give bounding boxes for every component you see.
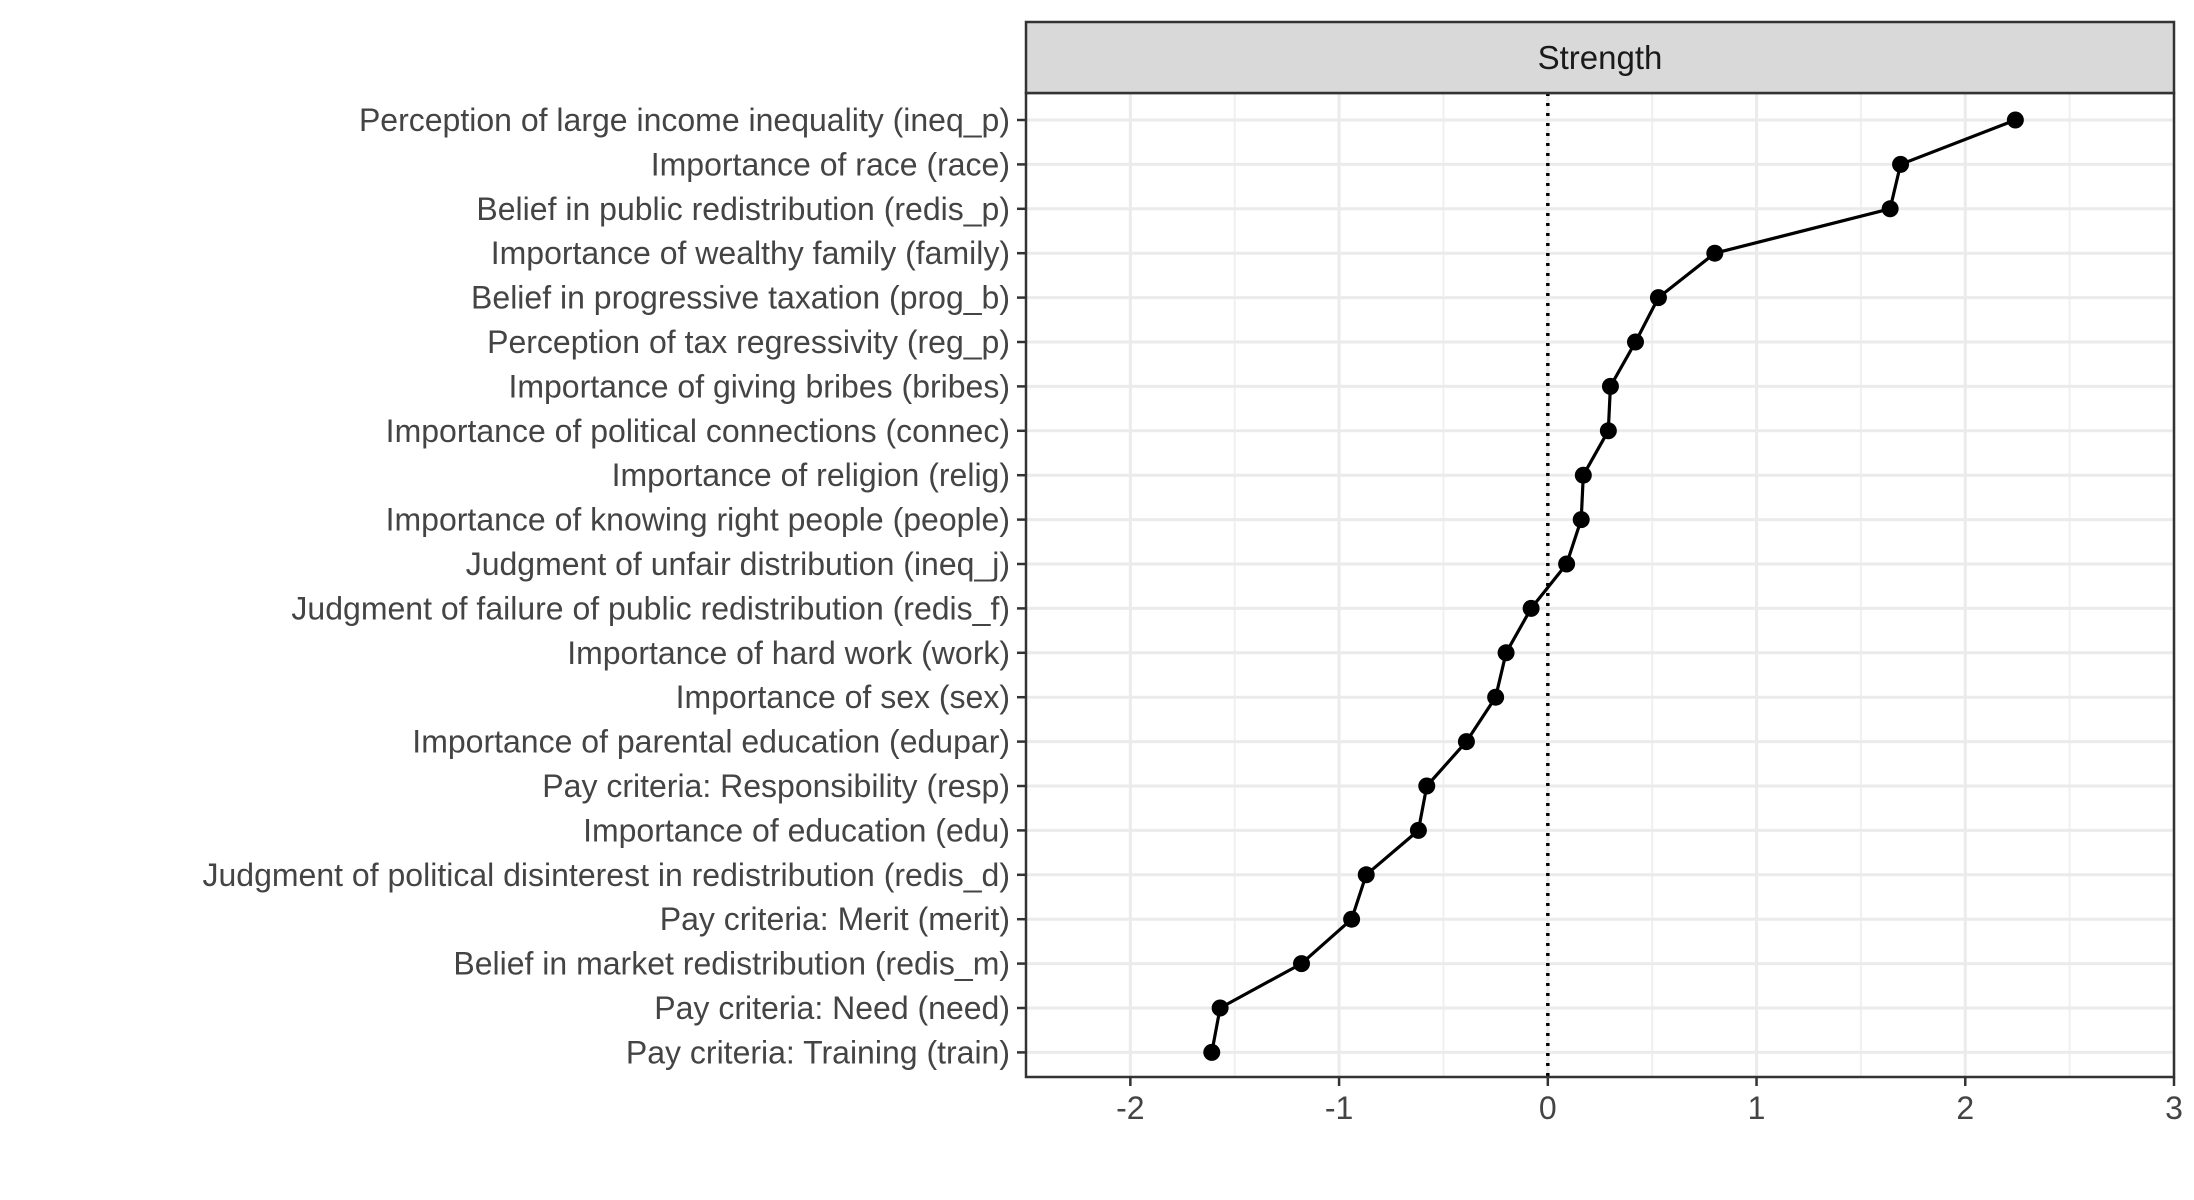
- data-point: [1601, 377, 1619, 395]
- y-axis-labels: Perception of large income inequality (i…: [203, 102, 1011, 1070]
- x-axis-labels: -2 -1 0 1 2 3: [1116, 1090, 2183, 1126]
- data-point: [1487, 688, 1505, 706]
- y-axis-label: Importance of knowing right people (peop…: [386, 502, 1010, 538]
- data-point: [1211, 999, 1229, 1017]
- data-point: [1626, 333, 1644, 351]
- data-points: [1203, 111, 2024, 1061]
- data-point: [1203, 1043, 1221, 1061]
- y-axis-label: Perception of tax regressivity (reg_p): [487, 324, 1010, 360]
- y-axis-label: Judgment of political disinterest in red…: [203, 857, 1011, 893]
- y-axis-label: Importance of giving bribes (bribes): [508, 368, 1010, 404]
- x-axis-tick-label: 0: [1539, 1090, 1557, 1126]
- y-axis-label: Importance of hard work (work): [567, 635, 1010, 671]
- y-axis-label: Importance of wealthy family (family): [491, 235, 1010, 271]
- y-axis-label: Belief in progressive taxation (prog_b): [471, 280, 1010, 316]
- y-axis-label: Pay criteria: Training (train): [626, 1034, 1010, 1070]
- y-axis-label: Perception of large income inequality (i…: [359, 102, 1010, 138]
- x-axis-tick-label: 3: [2165, 1090, 2183, 1126]
- y-axis-label: Importance of parental education (edupar…: [412, 724, 1010, 760]
- data-point: [1892, 155, 1910, 173]
- y-axis-label: Importance of race (race): [651, 146, 1010, 182]
- major-gridlines-y: [1026, 118, 2174, 1054]
- data-point: [1357, 866, 1375, 884]
- data-point: [1574, 466, 1592, 484]
- data-point: [1558, 555, 1576, 573]
- y-axis-label: Judgment of unfair distribution (ineq_j): [466, 546, 1010, 582]
- data-point: [1293, 955, 1311, 973]
- data-point: [1522, 599, 1540, 617]
- y-axis-label: Judgment of failure of public redistribu…: [291, 590, 1010, 626]
- facet-strip: Strength: [1024, 20, 2176, 95]
- y-axis-label: Importance of religion (relig): [612, 457, 1010, 493]
- data-point: [1706, 244, 1724, 262]
- data-point: [1409, 821, 1427, 839]
- y-axis-label: Pay criteria: Responsibility (resp): [542, 768, 1010, 804]
- data-point: [1457, 733, 1475, 751]
- facet-strip-background: [1024, 20, 2176, 95]
- x-axis-tick-label: -1: [1325, 1090, 1353, 1126]
- x-axis-tick-label: -2: [1116, 1090, 1144, 1126]
- y-axis-label: Importance of education (edu): [583, 812, 1010, 848]
- data-point: [1881, 200, 1899, 218]
- y-axis-ticks: [1017, 118, 1026, 1054]
- facet-strip-label: Strength: [1538, 39, 1663, 76]
- panel-background: [1026, 93, 2174, 1077]
- data-point: [2006, 111, 2024, 129]
- x-axis-ticks: [1129, 1077, 2176, 1086]
- data-point: [1649, 289, 1667, 307]
- series-line: [1210, 118, 2016, 1053]
- x-axis-tick-label: 1: [1748, 1090, 1766, 1126]
- data-point: [1418, 777, 1436, 795]
- data-point: [1599, 422, 1617, 440]
- plot-panel: [1026, 93, 2174, 1077]
- data-point: [1572, 511, 1590, 529]
- y-axis-label: Belief in public redistribution (redis_p…: [476, 191, 1010, 227]
- y-axis-label: Pay criteria: Merit (merit): [660, 901, 1010, 937]
- y-axis-label: Importance of political connections (con…: [386, 413, 1010, 449]
- y-axis-label: Importance of sex (sex): [676, 679, 1010, 715]
- data-point: [1343, 910, 1361, 928]
- y-axis-label: Belief in market redistribution (redis_m…: [453, 946, 1010, 982]
- data-point: [1497, 644, 1515, 662]
- y-axis-label: Pay criteria: Need (need): [654, 990, 1010, 1026]
- x-axis-tick-label: 2: [1956, 1090, 1974, 1126]
